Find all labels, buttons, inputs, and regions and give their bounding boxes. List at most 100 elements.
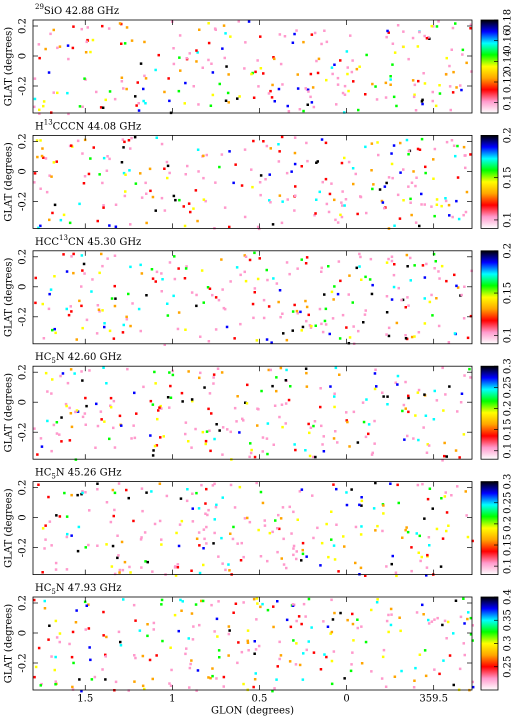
emission-speckle bbox=[87, 543, 90, 547]
emission-speckle bbox=[279, 62, 283, 66]
emission-speckle bbox=[253, 640, 256, 643]
emission-speckle bbox=[202, 563, 205, 567]
emission-speckle bbox=[143, 40, 146, 44]
emission-speckle bbox=[320, 42, 323, 46]
emission-speckle bbox=[257, 85, 260, 88]
emission-speckle bbox=[411, 79, 415, 82]
emission-speckle bbox=[248, 258, 252, 262]
emission-speckle bbox=[348, 336, 352, 339]
colorbar-tick-label: 0.1 bbox=[503, 443, 514, 459]
emission-speckle bbox=[210, 62, 213, 65]
emission-speckle bbox=[346, 72, 349, 76]
emission-speckle bbox=[321, 180, 324, 184]
emission-speckle bbox=[424, 171, 427, 175]
emission-speckle bbox=[336, 76, 340, 80]
emission-speckle bbox=[454, 449, 458, 452]
emission-speckle bbox=[421, 482, 424, 486]
y-tick-label: 0.2 bbox=[18, 595, 29, 611]
emission-speckle bbox=[339, 611, 342, 615]
emission-speckle bbox=[407, 185, 410, 188]
emission-speckle bbox=[124, 190, 127, 193]
emission-speckle bbox=[345, 491, 348, 494]
emission-speckle bbox=[333, 392, 336, 395]
emission-speckle bbox=[413, 93, 416, 96]
emission-speckle bbox=[258, 257, 261, 260]
emission-speckle bbox=[37, 43, 41, 46]
emission-speckle bbox=[290, 170, 293, 173]
emission-speckle bbox=[330, 630, 334, 634]
emission-speckle bbox=[125, 318, 129, 321]
emission-speckle bbox=[190, 569, 193, 572]
emission-speckle bbox=[158, 519, 162, 523]
emission-speckle bbox=[435, 25, 439, 28]
emission-speckle bbox=[411, 36, 415, 40]
emission-speckle bbox=[278, 640, 281, 644]
emission-speckle bbox=[70, 144, 73, 147]
emission-speckle bbox=[392, 285, 396, 289]
emission-speckle bbox=[47, 495, 50, 499]
emission-speckle bbox=[174, 198, 177, 202]
emission-speckle bbox=[80, 27, 83, 31]
emission-speckle bbox=[222, 685, 225, 688]
plot-frame bbox=[32, 250, 473, 345]
emission-speckle bbox=[58, 640, 61, 644]
emission-speckle bbox=[46, 419, 49, 423]
emission-speckle bbox=[47, 307, 51, 311]
emission-speckle bbox=[387, 326, 391, 330]
emission-speckle bbox=[464, 166, 467, 170]
emission-speckle bbox=[445, 529, 448, 533]
emission-speckle bbox=[249, 451, 253, 455]
emission-speckle bbox=[179, 497, 183, 500]
emission-speckle bbox=[325, 655, 328, 659]
emission-speckle bbox=[242, 555, 245, 559]
emission-speckle bbox=[168, 406, 171, 409]
emission-speckle bbox=[168, 261, 172, 264]
emission-speckle bbox=[59, 218, 63, 222]
emission-speckle bbox=[213, 518, 216, 521]
emission-speckle bbox=[331, 618, 335, 621]
emission-speckle bbox=[74, 621, 78, 624]
emission-speckle bbox=[81, 152, 84, 155]
emission-speckle bbox=[396, 24, 400, 27]
emission-speckle bbox=[133, 680, 136, 683]
emission-speckle bbox=[244, 279, 248, 283]
emission-speckle bbox=[447, 341, 451, 344]
emission-speckle bbox=[333, 611, 336, 615]
emission-speckle bbox=[280, 221, 284, 225]
emission-speckle bbox=[108, 224, 111, 227]
emission-speckle bbox=[385, 295, 389, 298]
emission-speckle bbox=[165, 160, 169, 164]
emission-speckle bbox=[364, 93, 367, 96]
emission-speckle bbox=[163, 90, 166, 94]
emission-speckle bbox=[469, 153, 472, 156]
emission-speckle bbox=[330, 659, 334, 663]
emission-speckle bbox=[309, 326, 313, 329]
emission-speckle bbox=[415, 176, 418, 179]
emission-speckle bbox=[233, 337, 236, 340]
emission-speckle bbox=[312, 424, 315, 428]
emission-speckle bbox=[323, 293, 326, 296]
emission-speckle bbox=[309, 426, 313, 429]
emission-speckle bbox=[134, 656, 137, 660]
emission-speckle bbox=[103, 322, 106, 325]
emission-speckle bbox=[178, 56, 181, 59]
emission-speckle bbox=[320, 541, 324, 545]
emission-speckle bbox=[129, 223, 132, 226]
emission-speckle bbox=[296, 312, 299, 315]
emission-speckle bbox=[440, 264, 444, 268]
emission-speckle bbox=[192, 85, 195, 88]
emission-speckle bbox=[407, 153, 410, 156]
emission-speckle bbox=[155, 444, 159, 447]
emission-speckle bbox=[145, 294, 148, 297]
emission-speckle bbox=[190, 291, 194, 294]
emission-speckle bbox=[96, 219, 99, 223]
emission-speckle bbox=[341, 313, 345, 317]
emission-speckle bbox=[458, 456, 461, 459]
emission-speckle bbox=[376, 598, 379, 601]
emission-speckle bbox=[48, 624, 51, 627]
emission-speckle bbox=[71, 630, 75, 634]
emission-speckle bbox=[139, 329, 142, 333]
emission-speckle bbox=[422, 426, 425, 429]
emission-speckle bbox=[243, 67, 246, 70]
emission-speckle bbox=[111, 488, 115, 492]
